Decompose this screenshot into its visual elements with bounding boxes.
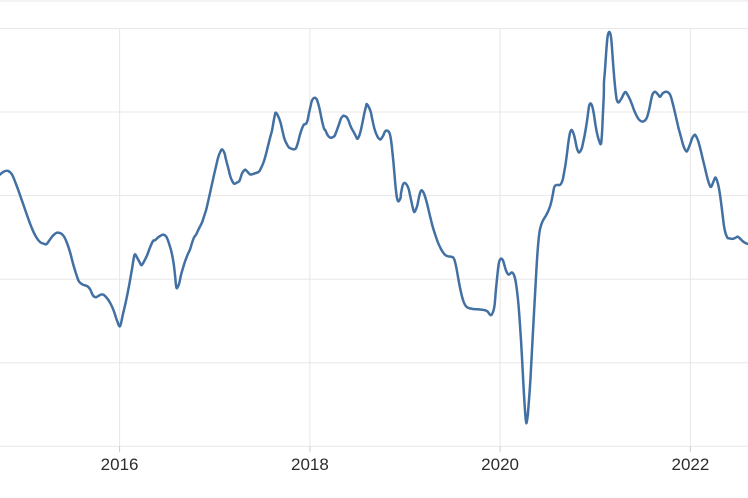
svg-text:2016: 2016 [101,455,139,474]
svg-text:2020: 2020 [481,455,519,474]
svg-text:2018: 2018 [291,455,329,474]
svg-text:2022: 2022 [671,455,709,474]
